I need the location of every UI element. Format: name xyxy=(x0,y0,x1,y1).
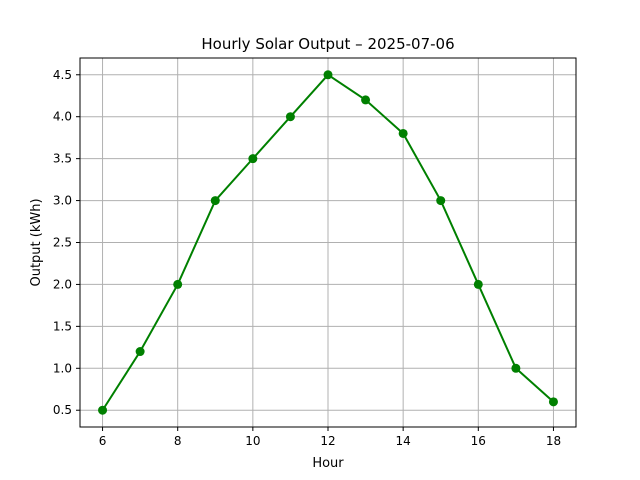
y-axis-label: Output (kWh) xyxy=(29,198,44,286)
data-point xyxy=(135,347,145,357)
data-point xyxy=(210,196,220,206)
y-tick-label: 1.5 xyxy=(53,319,72,333)
y-tick-label: 4.5 xyxy=(53,68,72,82)
data-point xyxy=(548,397,558,407)
x-tick-label: 14 xyxy=(396,434,411,448)
data-point xyxy=(473,279,483,289)
y-tick-label: 2.5 xyxy=(53,236,72,250)
y-tick-label: 1.0 xyxy=(53,361,72,375)
x-tick-label: 10 xyxy=(245,434,260,448)
y-tick-label: 0.5 xyxy=(53,403,72,417)
data-point xyxy=(98,405,108,415)
y-tick-label: 3.5 xyxy=(53,152,72,166)
data-point xyxy=(285,112,295,122)
x-tick-label: 16 xyxy=(471,434,486,448)
y-tick-label: 4.0 xyxy=(53,110,72,124)
x-tick-label: 8 xyxy=(174,434,182,448)
ticks: 6 8 10 12 14 16 18 0.5 1.0 1.5 2.0 2.5 3.0 3.5 4.0 4.5 xyxy=(53,68,561,448)
data-point xyxy=(323,70,333,80)
chart-title: Hourly Solar Output – 2025-07-06 xyxy=(201,35,454,53)
series-layer xyxy=(98,70,558,415)
x-tick-label: 18 xyxy=(546,434,561,448)
data-point xyxy=(361,95,371,105)
x-tick-label: 12 xyxy=(320,434,335,448)
grid xyxy=(80,58,576,427)
y-tick-label: 2.0 xyxy=(53,277,72,291)
x-tick-label: 6 xyxy=(99,434,107,448)
data-point xyxy=(511,363,521,373)
x-axis-label: Hour xyxy=(312,456,344,471)
data-point xyxy=(173,279,183,289)
data-point xyxy=(436,196,446,206)
data-point xyxy=(248,154,258,164)
data-point xyxy=(398,128,408,138)
y-tick-label: 3.0 xyxy=(53,194,72,208)
